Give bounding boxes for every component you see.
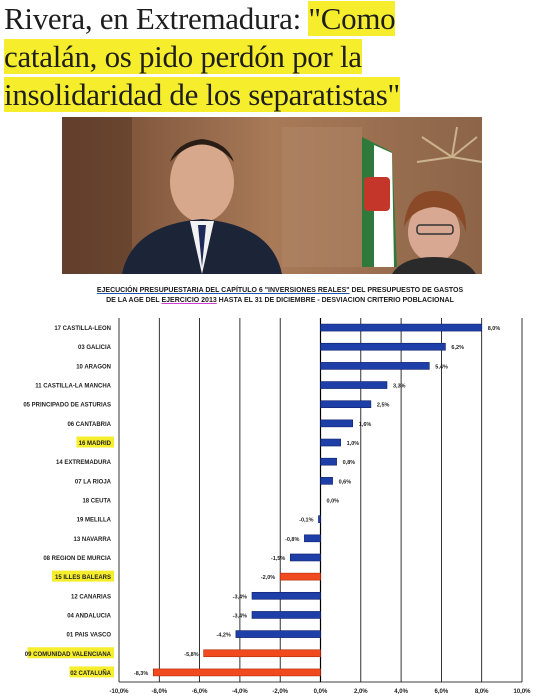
chart-title-line1-a: EJECUCIÓN PRESUPUESTARIA DEL CAPÍTULO 6 … bbox=[96, 287, 350, 294]
category-label: 17 CASTILLA-LEON bbox=[54, 326, 111, 332]
bar bbox=[320, 400, 372, 409]
bar bbox=[279, 572, 321, 581]
category-label-highlight bbox=[76, 436, 114, 448]
value-label: 3,3% bbox=[393, 384, 406, 390]
chart-title-line2-b: EJERCICIO 2013 bbox=[161, 297, 217, 304]
news-photo bbox=[62, 117, 482, 274]
value-label: -1,5% bbox=[271, 556, 285, 562]
x-tick-label: 4,0% bbox=[394, 689, 408, 695]
x-tick-label: 0,0% bbox=[314, 689, 328, 695]
category-label: 19 MELILLA bbox=[77, 518, 112, 524]
bar bbox=[320, 323, 482, 332]
value-label: -0,1% bbox=[299, 518, 313, 524]
value-label: 5,4% bbox=[435, 364, 448, 370]
person-photo-icon bbox=[62, 117, 482, 274]
headline: Rivera, en Extremadura: "Como catalán, o… bbox=[4, 0, 544, 114]
bar bbox=[320, 419, 354, 428]
bar bbox=[289, 553, 321, 562]
category-label: 12 CANARIAS bbox=[71, 594, 111, 600]
x-tick-label: 8,0% bbox=[475, 689, 489, 695]
category-label: 09 COMUNIDAD VALENCIANA bbox=[25, 652, 112, 658]
value-label: -4,2% bbox=[216, 633, 230, 639]
value-label: -0,8% bbox=[285, 537, 299, 543]
category-label-highlight bbox=[27, 647, 114, 659]
value-label: 2,5% bbox=[377, 403, 390, 409]
x-tick-label: -8,0% bbox=[151, 689, 167, 695]
value-label: 1,0% bbox=[347, 441, 360, 447]
value-label: 1,6% bbox=[359, 422, 372, 428]
value-label: 0,6% bbox=[339, 479, 352, 485]
category-label: 05 PRINCIPADO DE ASTURIAS bbox=[23, 403, 111, 409]
category-label: 14 EXTREMADURA bbox=[56, 460, 112, 466]
x-tick-label: 10,0% bbox=[513, 689, 531, 695]
x-tick-label: -2,0% bbox=[272, 689, 288, 695]
value-label: 0,0% bbox=[327, 499, 340, 505]
category-label: 11 CASTILLA-LA MANCHA bbox=[35, 384, 111, 390]
chart-title-line1-b: DEL PRESUPUESTO DE GASTOS bbox=[349, 287, 464, 294]
bar bbox=[320, 342, 446, 351]
value-label: 0,8% bbox=[343, 460, 356, 466]
bar bbox=[320, 381, 388, 389]
category-label: 04 ANDALUCIA bbox=[67, 613, 111, 619]
chart-title: EJECUCIÓN PRESUPUESTARIA DEL CAPÍTULO 6 … bbox=[30, 286, 530, 306]
value-label: -2,0% bbox=[261, 575, 275, 581]
bar bbox=[304, 534, 321, 543]
category-label: 13 NAVARRA bbox=[74, 537, 112, 543]
value-label: -8,3% bbox=[134, 671, 148, 677]
chart-title-line2-a: DE LA AGE DEL bbox=[106, 297, 162, 304]
bar bbox=[318, 515, 321, 523]
category-label: 06 CANTABRIA bbox=[67, 422, 111, 428]
value-label: 6,2% bbox=[451, 345, 464, 351]
category-label: 15 ILLES BALEARS bbox=[55, 575, 111, 581]
headline-part1: Rivera, en Extremadura: bbox=[4, 1, 309, 36]
bar bbox=[251, 611, 321, 619]
bar bbox=[320, 362, 430, 370]
x-tick-label: 6,0% bbox=[435, 689, 449, 695]
value-label: -5,8% bbox=[184, 652, 198, 658]
x-tick-label: -10,0% bbox=[109, 689, 129, 695]
category-label: 18 CEUTA bbox=[82, 499, 111, 505]
chart-title-line2-c: HASTA EL 31 DE DICIEMBRE - DESVIACION CR… bbox=[216, 297, 454, 304]
category-label: 07 LA RIOJA bbox=[75, 479, 112, 485]
bar bbox=[320, 438, 341, 447]
bar bbox=[152, 668, 321, 677]
x-tick-label: -6,0% bbox=[192, 689, 208, 695]
bar bbox=[235, 630, 321, 638]
value-label: -3,4% bbox=[233, 594, 247, 600]
category-label-highlight bbox=[52, 570, 114, 582]
value-label: 8,0% bbox=[488, 326, 501, 332]
x-tick-label: 2,0% bbox=[354, 689, 368, 695]
category-label: 16 MADRID bbox=[79, 441, 112, 447]
bar-chart: -10,0% -8,0% -6,0% -4,0% -2,0% 0,0% 2,0% 4,0% 6,… bbox=[23, 318, 531, 695]
bar bbox=[320, 457, 337, 466]
bar bbox=[203, 649, 321, 658]
category-label: 10 ARAGON bbox=[76, 364, 111, 370]
category-label: 08 REGION DE MURCIA bbox=[43, 556, 111, 562]
headline-part2: "Como bbox=[308, 1, 396, 36]
headline-part3: catalán, os pido perdón por la bbox=[4, 39, 362, 74]
category-label: 02 CATALUÑA bbox=[70, 670, 111, 677]
bar bbox=[320, 477, 333, 485]
category-label: 03 GALICIA bbox=[78, 345, 112, 351]
category-label-highlight bbox=[69, 666, 114, 678]
category-label: 01 PAIS VASCO bbox=[67, 633, 112, 639]
headline-part4: insolidaridad de los separatistas" bbox=[4, 77, 400, 112]
bar bbox=[251, 591, 321, 600]
x-tick-label: -4,0% bbox=[232, 689, 248, 695]
value-label: -3,4% bbox=[233, 613, 247, 619]
